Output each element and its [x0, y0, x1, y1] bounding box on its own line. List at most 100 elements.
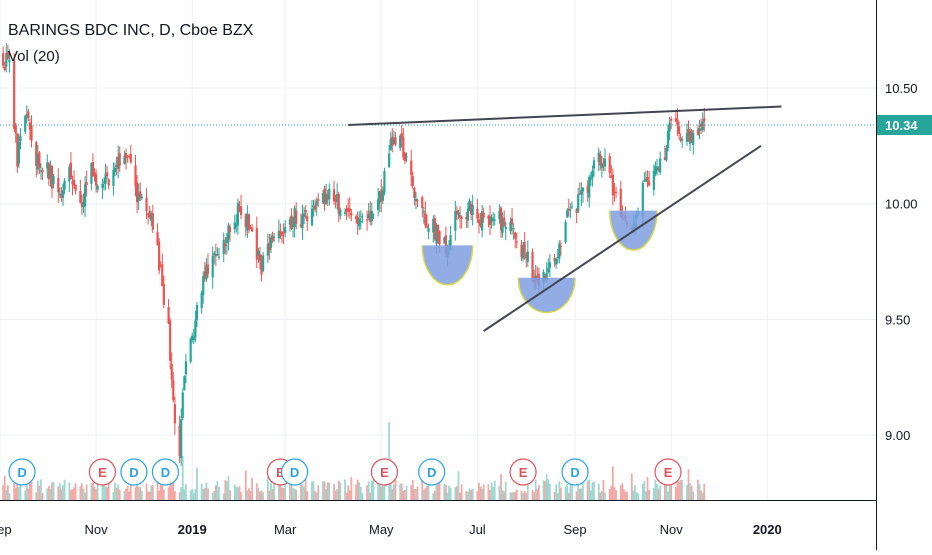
candle-body[interactable]	[301, 215, 304, 229]
candle-body[interactable]	[435, 224, 438, 244]
candle-body[interactable]	[93, 172, 96, 175]
candle-body[interactable]	[118, 153, 121, 166]
candle-body[interactable]	[676, 119, 679, 126]
candle-body[interactable]	[468, 200, 471, 211]
candle-body[interactable]	[659, 158, 662, 173]
candle-body[interactable]	[161, 264, 164, 287]
candle-body[interactable]	[703, 118, 706, 122]
candle-body[interactable]	[247, 214, 251, 230]
cup-pattern-shape[interactable]	[422, 245, 473, 285]
candle-body[interactable]	[487, 215, 490, 219]
candle-body[interactable]	[457, 212, 460, 215]
candle-body[interactable]	[372, 214, 375, 216]
trendline[interactable]	[348, 105, 782, 126]
candle-body[interactable]	[370, 210, 373, 222]
candle-body[interactable]	[39, 170, 43, 172]
candle-body[interactable]	[214, 254, 217, 257]
candle-body[interactable]	[514, 232, 517, 239]
candle-body[interactable]	[499, 207, 503, 231]
candle-body[interactable]	[438, 231, 441, 245]
candle-body[interactable]	[510, 218, 514, 225]
candle-body[interactable]	[700, 123, 703, 127]
candle-body[interactable]	[134, 165, 137, 187]
candle-body[interactable]	[328, 188, 331, 200]
candle-body[interactable]	[273, 236, 276, 238]
candle-body[interactable]	[400, 133, 403, 139]
candle-body[interactable]	[115, 165, 118, 167]
candle-body[interactable]	[548, 262, 551, 268]
candle-body[interactable]	[685, 133, 689, 142]
candle-body[interactable]	[277, 230, 280, 239]
candle-body[interactable]	[674, 118, 678, 122]
candle-body[interactable]	[361, 216, 364, 218]
candle-body[interactable]	[147, 213, 150, 216]
candle-body[interactable]	[619, 188, 622, 218]
candle-body[interactable]	[85, 182, 88, 186]
candle-body[interactable]	[224, 243, 227, 247]
candle-body[interactable]	[611, 174, 614, 196]
candle-body[interactable]	[588, 176, 591, 198]
candle-body[interactable]	[698, 128, 701, 131]
candle-body[interactable]	[90, 163, 93, 184]
candle-body[interactable]	[2, 53, 5, 66]
candle-body[interactable]	[391, 136, 394, 146]
candle-body[interactable]	[515, 241, 518, 243]
candle-body[interactable]	[449, 235, 452, 250]
candle-body[interactable]	[432, 218, 435, 233]
candle-body[interactable]	[424, 212, 427, 226]
candle-body[interactable]	[47, 163, 50, 180]
candle-body[interactable]	[575, 209, 578, 214]
candle-body[interactable]	[559, 246, 562, 248]
candle-body[interactable]	[63, 180, 66, 190]
candle-body[interactable]	[613, 191, 616, 193]
candle-body[interactable]	[471, 205, 474, 215]
dividend-marker[interactable]	[151, 458, 180, 486]
candle-body[interactable]	[343, 212, 347, 214]
candle-body[interactable]	[126, 156, 129, 158]
candle-body[interactable]	[383, 171, 386, 193]
candle-body[interactable]	[670, 118, 673, 121]
candle-body[interactable]	[578, 193, 581, 195]
candle-body[interactable]	[701, 121, 704, 131]
candle-body[interactable]	[257, 250, 260, 257]
candle-body[interactable]	[687, 128, 690, 141]
candle-body[interactable]	[13, 59, 16, 129]
candle-body[interactable]	[280, 234, 284, 236]
candle-body[interactable]	[72, 179, 76, 186]
candle-body[interactable]	[531, 251, 534, 281]
candle-body[interactable]	[19, 136, 22, 141]
candle-body[interactable]	[106, 172, 109, 177]
candle-body[interactable]	[345, 208, 348, 212]
candle-body[interactable]	[492, 218, 495, 221]
candle-body[interactable]	[433, 218, 436, 240]
dividend-marker[interactable]	[418, 458, 446, 486]
candle-body[interactable]	[310, 208, 314, 226]
candle-body[interactable]	[50, 166, 54, 189]
candle-body[interactable]	[503, 217, 506, 227]
dividend-marker[interactable]	[120, 458, 148, 486]
candle-body[interactable]	[688, 131, 692, 144]
candle-body[interactable]	[665, 147, 668, 160]
candle-body[interactable]	[250, 227, 254, 232]
candle-body[interactable]	[553, 257, 556, 262]
candle-body[interactable]	[178, 425, 181, 457]
candle-body[interactable]	[236, 203, 240, 225]
candle-body[interactable]	[599, 154, 602, 166]
candle-body[interactable]	[284, 227, 287, 233]
candle-body[interactable]	[577, 194, 580, 212]
candle-body[interactable]	[80, 202, 84, 207]
candle-body[interactable]	[403, 153, 407, 162]
candle-body[interactable]	[279, 230, 282, 235]
candle-body[interactable]	[388, 153, 391, 168]
candle-body[interactable]	[244, 214, 247, 228]
candle-body[interactable]	[644, 178, 648, 182]
candle-body[interactable]	[173, 404, 176, 424]
candle-body[interactable]	[586, 186, 589, 193]
candle-body[interactable]	[194, 320, 197, 338]
candle-body[interactable]	[520, 244, 523, 257]
candle-body[interactable]	[589, 178, 592, 180]
candle-body[interactable]	[641, 182, 644, 216]
candle-body[interactable]	[443, 237, 446, 244]
dividend-marker[interactable]	[561, 458, 589, 486]
candle-body[interactable]	[5, 52, 8, 67]
